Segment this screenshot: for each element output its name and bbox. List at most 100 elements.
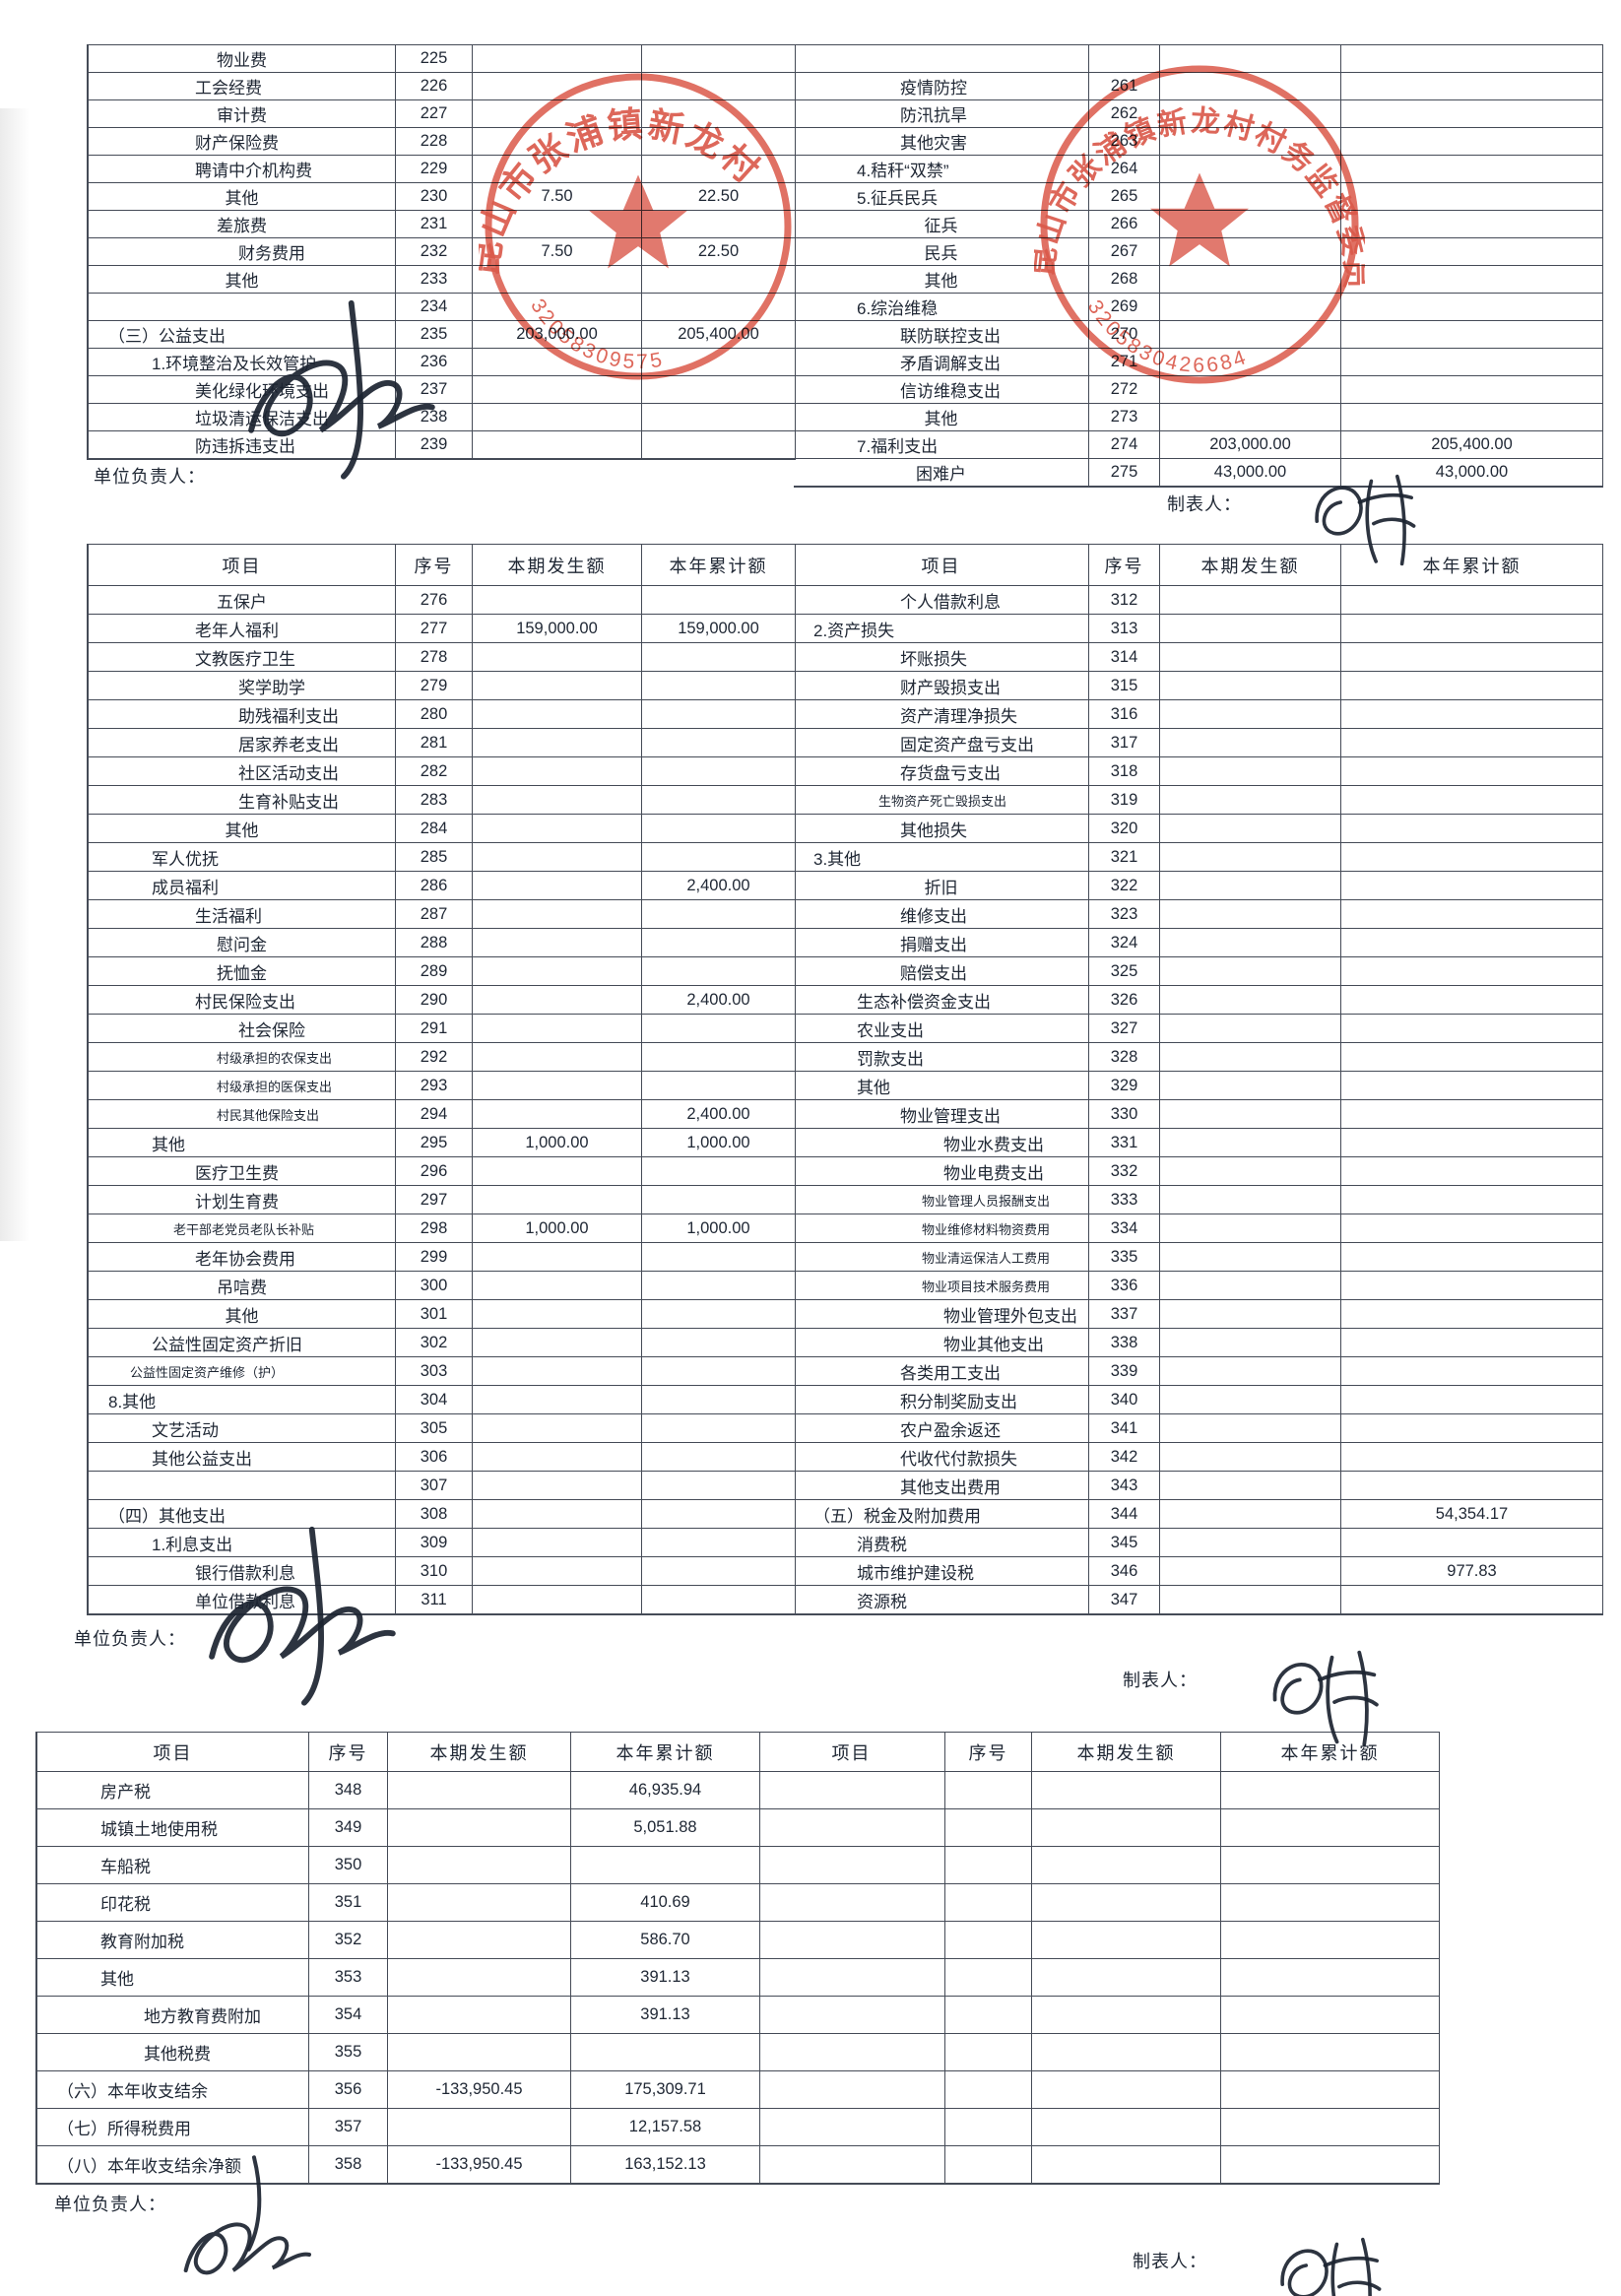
- row-year-cumulative-amount: [1341, 1156, 1603, 1185]
- row-current-period-amount: [473, 1385, 642, 1413]
- row-serial-number: 315: [1089, 671, 1160, 699]
- row-serial-number: 329: [1089, 1071, 1160, 1099]
- row-current-period-amount: [473, 1499, 642, 1528]
- row-year-cumulative-amount: [1341, 265, 1603, 293]
- row-item-label: [758, 2070, 945, 2108]
- row-year-cumulative-amount: [1341, 1356, 1603, 1385]
- row-year-cumulative-amount: [1341, 1471, 1603, 1499]
- row-item-label: 个人借款利息: [794, 585, 1089, 614]
- row-item-label: [758, 1808, 945, 1846]
- signature-scribble-preparer-2: [1272, 1650, 1379, 1746]
- row-year-cumulative-amount: [642, 1471, 796, 1499]
- row-year-cumulative-amount: [642, 210, 796, 237]
- row-year-cumulative-amount: [642, 1356, 796, 1385]
- top-table-left-half: 物业费 225 工会经费 226 审计费 227 财产保险费 228 聘请中介机构费 229 其他 2…: [87, 44, 796, 460]
- row-current-period-amount: [473, 699, 642, 728]
- row-item-label: 银行借款利息: [89, 1556, 396, 1585]
- row-item-label: 村民其他保险支出: [89, 1099, 396, 1128]
- row-current-period-amount: [473, 1585, 642, 1613]
- row-current-period-amount: [473, 1099, 642, 1128]
- row-current-period-amount: [1032, 1808, 1221, 1846]
- row-year-cumulative-amount: 977.83: [1341, 1556, 1603, 1585]
- row-year-cumulative-amount: 46,935.94: [571, 1771, 760, 1808]
- row-current-period-amount: [473, 1156, 642, 1185]
- row-serial-number: 323: [1089, 899, 1160, 928]
- row-year-cumulative-amount: [1221, 1921, 1440, 1958]
- row-item-label: 物业管理人员报酬支出: [794, 1185, 1089, 1214]
- row-year-cumulative-amount: 54,354.17: [1341, 1499, 1603, 1528]
- row-current-period-amount: [1160, 1128, 1341, 1156]
- row-current-period-amount: [473, 430, 642, 458]
- row-current-period-amount: [473, 985, 642, 1014]
- row-year-cumulative-amount: [1221, 2145, 1440, 2183]
- row-item-label: 困难户: [794, 458, 1089, 486]
- row-item-label: 其他: [794, 1071, 1089, 1099]
- row-year-cumulative-amount: [642, 1442, 796, 1471]
- row-current-period-amount: [1160, 1471, 1341, 1499]
- responsible-person-label-2: 单位负责人：: [74, 1629, 186, 1649]
- row-item-label: 物业其他支出: [794, 1328, 1089, 1356]
- blank-cell: [1089, 44, 1160, 72]
- row-item-label: 文艺活动: [89, 1413, 396, 1442]
- row-item-label: 物业清运保洁人工费用: [794, 1242, 1089, 1271]
- row-serial-number: 291: [396, 1014, 473, 1042]
- row-serial-number: 320: [1089, 814, 1160, 842]
- row-item-label: 矛盾调解支出: [794, 348, 1089, 375]
- row-item-label: 4.秸秆“双禁”: [794, 155, 1089, 182]
- row-current-period-amount: [388, 1996, 571, 2033]
- header-cumulative: 本年累计额: [1341, 544, 1603, 585]
- row-item-label: 财务费用: [89, 237, 396, 265]
- row-item-label: [89, 293, 396, 320]
- row-item-label: 7.福利支出: [794, 430, 1089, 458]
- bottom-table-right-half: 项目 序号 本期发生额 本年累计额: [758, 1732, 1440, 2185]
- row-serial-number: 316: [1089, 699, 1160, 728]
- row-item-label: 房产税: [37, 1771, 309, 1808]
- row-serial-number: 229: [396, 155, 473, 182]
- row-current-period-amount: [1160, 899, 1341, 928]
- header-cumulative: 本年累计额: [1221, 1732, 1440, 1771]
- signature-scribble-preparer-3: [1280, 2237, 1382, 2296]
- row-item-label: 军人优抚: [89, 842, 396, 871]
- row-current-period-amount: [1160, 265, 1341, 293]
- row-item-label: 代收代付款损失: [794, 1442, 1089, 1471]
- row-current-period-amount: [1160, 1156, 1341, 1185]
- row-current-period-amount: [1160, 642, 1341, 671]
- row-serial-number: 282: [396, 756, 473, 785]
- row-year-cumulative-amount: [571, 2033, 760, 2070]
- row-item-label: 地方教育费附加: [37, 1996, 309, 2033]
- row-current-period-amount: [1160, 182, 1341, 210]
- official-seal-supervision-committee: 昆山市张浦镇新龙村村务监督委员会 3205830426684: [1027, 59, 1370, 395]
- row-year-cumulative-amount: [1341, 1185, 1603, 1214]
- row-current-period-amount: 1,000.00: [473, 1128, 642, 1156]
- row-item-label: 其他支出费用: [794, 1471, 1089, 1499]
- row-item-label: 其他: [89, 1299, 396, 1328]
- row-serial-number: 269: [1089, 293, 1160, 320]
- row-year-cumulative-amount: [642, 1071, 796, 1099]
- row-year-cumulative-amount: [642, 1156, 796, 1185]
- row-serial-number: 355: [309, 2033, 388, 2070]
- row-current-period-amount: [388, 1771, 571, 1808]
- row-serial-number: 275: [1089, 458, 1160, 486]
- row-current-period-amount: [473, 814, 642, 842]
- row-year-cumulative-amount: [642, 1413, 796, 1442]
- row-current-period-amount: [1160, 1242, 1341, 1271]
- row-current-period-amount: [1160, 237, 1341, 265]
- row-serial-number: 293: [396, 1071, 473, 1099]
- signature-scribble-responsible-3: [183, 2155, 311, 2275]
- row-item-label: 财产保险费: [89, 127, 396, 155]
- row-item-label: 车船税: [37, 1846, 309, 1883]
- row-serial-number: 302: [396, 1328, 473, 1356]
- row-item-label: [758, 1846, 945, 1883]
- row-year-cumulative-amount: [1341, 1585, 1603, 1613]
- row-item-label: 生活福利: [89, 899, 396, 928]
- row-current-period-amount: [473, 1271, 642, 1299]
- row-item-label: 公益性固定资产维修（护）: [89, 1356, 396, 1385]
- row-current-period-amount: [473, 899, 642, 928]
- row-year-cumulative-amount: [1341, 756, 1603, 785]
- row-serial-number: 231: [396, 210, 473, 237]
- row-current-period-amount: [1160, 1356, 1341, 1385]
- row-current-period-amount: [1160, 1499, 1341, 1528]
- row-year-cumulative-amount: [642, 585, 796, 614]
- row-year-cumulative-amount: 163,152.13: [571, 2145, 760, 2183]
- row-serial-number: 357: [309, 2108, 388, 2145]
